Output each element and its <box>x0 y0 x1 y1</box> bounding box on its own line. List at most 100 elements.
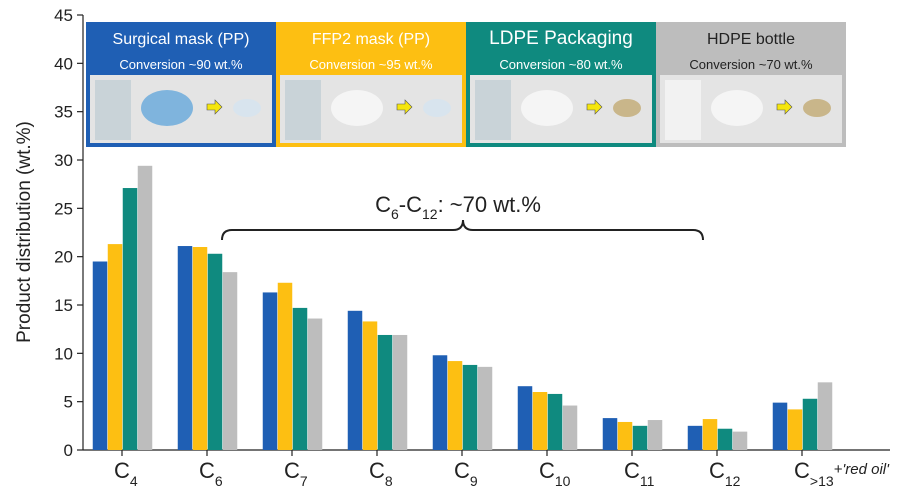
brace <box>222 220 703 240</box>
annotation-part: C <box>375 192 391 217</box>
y-tick-label: 15 <box>54 296 73 315</box>
y-tick-label: 10 <box>54 344 73 363</box>
annotation-part: : ~70 wt.% <box>438 192 541 217</box>
bar <box>208 254 223 450</box>
x-tick-label-part: C <box>794 458 810 483</box>
bar <box>518 386 533 450</box>
x-tick-label-part: 4 <box>130 473 138 489</box>
x-tick-label: C10 <box>539 458 571 489</box>
x-tick-label-part: 8 <box>385 473 393 489</box>
bar <box>123 188 138 450</box>
photo-item <box>141 90 193 126</box>
bar <box>463 365 478 450</box>
legend-label: LDPE Packaging <box>489 28 633 49</box>
bar <box>193 247 208 450</box>
annotation-part: 6 <box>391 206 399 222</box>
x-tick-label-part: C <box>284 458 300 483</box>
bar <box>433 355 448 450</box>
x-tick-label: C11 <box>624 458 655 489</box>
bar <box>733 432 748 450</box>
photo-item <box>803 99 831 117</box>
x-tick-label-part: 11 <box>640 473 655 489</box>
x-tick-label-part: 10 <box>555 473 571 489</box>
y-tick-label: 25 <box>54 199 73 218</box>
bar <box>563 406 578 450</box>
bar <box>448 361 463 450</box>
bar <box>223 272 238 450</box>
bar <box>818 382 833 450</box>
y-tick-label: 30 <box>54 151 73 170</box>
bar <box>378 335 393 450</box>
chart: Product distribution (wt.%) 0 5 10 15 20 25 30… <box>0 0 916 492</box>
bar <box>278 283 293 450</box>
y-tick-label: 0 <box>64 441 73 460</box>
bar <box>773 403 788 450</box>
bar <box>648 420 663 450</box>
x-tick-label: C9 <box>454 458 478 489</box>
x-tick-label: C>13+'red oil' <box>794 458 890 489</box>
y-tick-label: 35 <box>54 103 73 122</box>
photo-item <box>95 80 131 140</box>
x-tick-label-part: C <box>709 458 725 483</box>
photo-item <box>331 90 383 126</box>
bar <box>703 419 718 450</box>
x-tick-label: C7 <box>284 458 308 489</box>
bar <box>93 262 108 451</box>
bar <box>788 409 803 450</box>
bar <box>108 244 123 450</box>
legend-label: FFP2 mask (PP) <box>312 31 430 48</box>
x-tick-label-part: 7 <box>300 473 308 489</box>
conversion-label: Conversion ~70 wt.% <box>689 57 813 72</box>
conversion-label: Conversion ~90 wt.% <box>119 57 243 72</box>
conversion-label: Conversion ~95 wt.% <box>309 57 433 72</box>
photo-item <box>665 80 701 140</box>
x-tick-label: C8 <box>369 458 393 489</box>
bar <box>548 394 563 450</box>
bar <box>263 292 278 450</box>
x-tick-label-part: 12 <box>725 473 741 489</box>
bar <box>178 246 193 450</box>
x-tick-label-part: C <box>454 458 470 483</box>
photo-item <box>711 90 763 126</box>
photo-item <box>521 90 573 126</box>
photo-item <box>613 99 641 117</box>
legend-label: Surgical mask (PP) <box>113 31 250 48</box>
annotation: C6-C12: ~70 wt.% <box>375 192 541 222</box>
bar <box>363 321 378 450</box>
x-tick-label: C4 <box>114 458 138 489</box>
y-tick-label: 45 <box>54 6 73 25</box>
photo-item <box>423 99 451 117</box>
annotation-part: -C <box>399 192 422 217</box>
x-tick-label-part: C <box>369 458 385 483</box>
bar <box>718 429 733 450</box>
bar <box>293 308 308 450</box>
bar <box>603 418 618 450</box>
bar <box>308 319 323 450</box>
x-tick-label-part: +'red oil' <box>834 461 890 478</box>
y-tick-label: 20 <box>54 248 73 267</box>
x-tick-label-part: 6 <box>215 473 223 489</box>
bar <box>138 166 153 450</box>
photo-item <box>233 99 261 117</box>
y-axis-label: Product distribution (wt.%) <box>14 121 35 343</box>
x-tick-label-part: C <box>114 458 130 483</box>
x-tick-label: C12 <box>709 458 741 489</box>
x-tick-label-part: >13 <box>810 473 834 489</box>
x-tick-label-part: C <box>539 458 555 483</box>
bar <box>533 392 548 450</box>
x-tick-label: C6 <box>199 458 223 489</box>
x-tick-label-part: 9 <box>470 473 478 489</box>
bar <box>618 422 633 450</box>
photo-item <box>285 80 321 140</box>
y-tick-label: 5 <box>64 393 73 412</box>
bar <box>633 426 648 450</box>
bar <box>478 367 493 450</box>
bar <box>348 311 363 450</box>
x-tick-label-part: C <box>624 458 640 483</box>
bar <box>393 335 408 450</box>
conversion-label: Conversion ~80 wt.% <box>499 57 623 72</box>
x-tick-label-part: C <box>199 458 215 483</box>
annotation-part: 12 <box>422 206 438 222</box>
bar <box>803 399 818 450</box>
legend-label: HDPE bottle <box>707 31 795 48</box>
